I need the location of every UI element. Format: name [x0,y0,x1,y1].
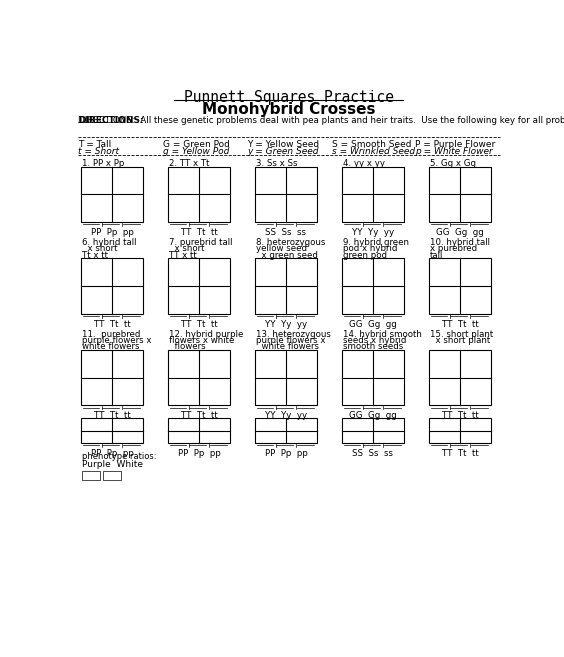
Text: smooth seeds: smooth seeds [343,342,403,351]
Text: TT  Tt  tt: TT Tt tt [180,228,217,237]
Text: 10. hybrid tall: 10. hybrid tall [430,238,490,247]
Text: TT x tt: TT x tt [169,250,197,260]
Text: flowers x white: flowers x white [169,336,234,345]
Text: x short: x short [169,244,204,254]
Text: t = Short: t = Short [78,147,119,156]
Text: 4. yy x yy: 4. yy x yy [343,159,385,168]
Text: purple flowers x: purple flowers x [256,336,325,345]
Text: GG  Gg  gg: GG Gg gg [349,411,397,420]
Text: 15. short plant: 15. short plant [430,330,493,339]
Bar [255,419,317,443]
Text: P = Purple Flower: P = Purple Flower [415,140,495,148]
Text: pod x hybrid: pod x hybrid [343,244,397,254]
Text: TT  Tt  tt: TT Tt tt [442,320,478,329]
Text: Y = Yellow Seed: Y = Yellow Seed [248,140,320,148]
Text: flowers: flowers [169,342,205,351]
Text: tall: tall [430,250,443,260]
Bar [81,167,143,222]
Text: SS  Ss  ss: SS Ss ss [266,228,306,237]
Bar [168,350,230,405]
Text: x green seed: x green seed [256,250,318,260]
Text: 2. TT x Tt: 2. TT x Tt [169,159,209,168]
Text: Monohybrid Crosses: Monohybrid Crosses [202,102,376,117]
Bar [255,167,317,222]
Text: 13. heterozygous: 13. heterozygous [256,330,331,339]
Bar [81,350,143,405]
Text: x purebred: x purebred [430,244,477,254]
Bar [342,258,404,313]
Text: white flowers: white flowers [256,342,319,351]
Text: TT  Tt  tt: TT Tt tt [442,411,478,420]
Text: GG  Gg  gg: GG Gg gg [349,320,397,329]
Text: s = Wrinkled Seed: s = Wrinkled Seed [332,147,415,156]
Bar [81,419,143,443]
Bar [255,350,317,405]
Text: Tt x tt: Tt x tt [82,250,108,260]
Text: g = Yellow Pod: g = Yellow Pod [163,147,229,156]
Text: x short plant: x short plant [430,336,490,345]
Text: TT  Tt  tt: TT Tt tt [180,411,217,420]
Text: x short: x short [82,244,117,254]
Text: YY  Yy  yy: YY Yy yy [352,228,394,237]
Text: 5. Gg x Gg: 5. Gg x Gg [430,159,476,168]
Text: phenotype ratios:: phenotype ratios: [82,452,156,461]
Text: 7. purebrid tall: 7. purebrid tall [169,238,232,247]
Text: yellow seed: yellow seed [256,244,307,254]
Text: YY  Yy  yy: YY Yy yy [265,320,307,329]
Bar [255,258,317,313]
Text: G = Green Pod: G = Green Pod [163,140,230,148]
Bar [168,419,230,443]
Text: green pod: green pod [343,250,387,260]
Text: PP  Pp  pp: PP Pp pp [90,449,134,458]
Text: PP  Pp  pp: PP Pp pp [265,449,307,458]
Text: Punnett Squares Practice: Punnett Squares Practice [184,89,394,104]
Bar [82,471,100,480]
Bar [429,419,491,443]
Text: Purple  White: Purple White [82,460,143,469]
Text: TT  Tt  tt: TT Tt tt [442,449,478,458]
Bar [429,167,491,222]
Bar [342,167,404,222]
Text: DIRECTIONS:  All these genetic problems deal with pea plants and heir traits.  U: DIRECTIONS: All these genetic problems d… [78,116,564,125]
Text: 6. hybrid tall: 6. hybrid tall [82,238,136,247]
Text: 12. hybrid purple: 12. hybrid purple [169,330,243,339]
Text: YY  Yy  yy: YY Yy yy [265,411,307,420]
Text: seeds x hybrid: seeds x hybrid [343,336,406,345]
Text: 14. hybrid smooth: 14. hybrid smooth [343,330,422,339]
Text: TT  Tt  tt: TT Tt tt [94,411,130,420]
Text: GG  Gg  gg: GG Gg gg [436,228,484,237]
Text: S = Smooth Seed: S = Smooth Seed [332,140,412,148]
Text: DIRECTIONS:: DIRECTIONS: [78,116,144,125]
Text: purple flowers x: purple flowers x [82,336,151,345]
Text: SS  Ss  ss: SS Ss ss [352,449,394,458]
Text: PP  Pp  pp: PP Pp pp [90,228,134,237]
Text: white flowers: white flowers [82,342,139,351]
Text: TT  Tt  tt: TT Tt tt [180,320,217,329]
Text: T = Tall: T = Tall [78,140,111,148]
Text: 1. PP x Pp: 1. PP x Pp [82,159,124,168]
Text: 9. hybrid green: 9. hybrid green [343,238,409,247]
Bar [168,167,230,222]
Bar [168,258,230,313]
Bar [103,471,121,480]
Text: 3. Ss x Ss: 3. Ss x Ss [256,159,297,168]
Text: PP  Pp  pp: PP Pp pp [178,449,221,458]
Bar [429,258,491,313]
Text: p = White Flower: p = White Flower [415,147,492,156]
Text: TT  Tt  tt: TT Tt tt [94,320,130,329]
Text: y = Green Seed: y = Green Seed [248,147,319,156]
Bar [81,258,143,313]
Bar [342,419,404,443]
Text: 11.  purebred: 11. purebred [82,330,140,339]
Text: 8. heterozygous: 8. heterozygous [256,238,325,247]
Bar [342,350,404,405]
Bar [429,350,491,405]
